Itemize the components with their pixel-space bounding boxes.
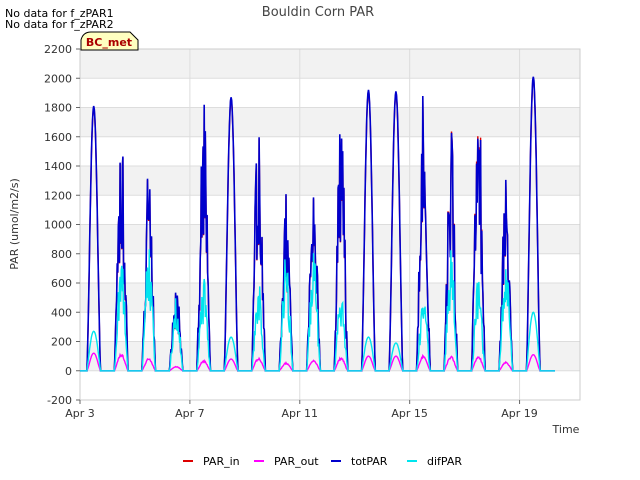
- y-tick-label: 200: [51, 336, 72, 349]
- background-band: [80, 253, 580, 283]
- background-band: [80, 166, 580, 196]
- y-tick-label: 0: [65, 365, 72, 378]
- legend-label-PAR_out: PAR_out: [274, 455, 319, 468]
- background-band: [80, 283, 580, 313]
- x-tick-label: Apr 7: [175, 407, 205, 420]
- y-tick-label: -200: [47, 394, 72, 407]
- background-band: [80, 370, 580, 400]
- x-tick-label: Apr 19: [501, 407, 538, 420]
- legend-label-totPAR: totPAR: [351, 455, 388, 468]
- site-badge: BC_met: [80, 31, 139, 51]
- y-tick-label: 1000: [44, 219, 72, 232]
- y-tick-label: 1400: [44, 160, 72, 173]
- legend-label-PAR_in: PAR_in: [203, 455, 240, 468]
- y-tick-label: 400: [51, 306, 72, 319]
- x-axis-label: Time: [552, 423, 580, 436]
- background-band: [80, 195, 580, 225]
- background-band: [80, 78, 580, 108]
- series-line-difPAR: [80, 249, 555, 372]
- y-tick-label: 600: [51, 277, 72, 290]
- no-data-note-2: No data for f_zPAR2: [5, 18, 114, 31]
- y-tick-label: 800: [51, 248, 72, 261]
- no-data-note-1: No data for f_zPAR1: [5, 7, 114, 20]
- legend: PAR_in PAR_out totPAR difPAR: [183, 455, 462, 468]
- chart-title: Bouldin Corn PAR: [262, 5, 374, 20]
- background-band: [80, 224, 580, 254]
- x-tick-label: Apr 15: [391, 407, 428, 420]
- background-band: [80, 49, 580, 79]
- x-tick-label: Apr 11: [282, 407, 319, 420]
- y-tick-label: 1800: [44, 102, 72, 115]
- y-axis-label: PAR (umol/m2/s): [8, 178, 21, 270]
- background-band: [80, 136, 580, 166]
- legend-label-difPAR: difPAR: [427, 455, 462, 468]
- x-tick-label: Apr 3: [65, 407, 95, 420]
- background-band: [80, 312, 580, 342]
- background-band: [80, 107, 580, 137]
- y-tick-label: 2000: [44, 72, 72, 85]
- y-tick-label: 1200: [44, 189, 72, 202]
- y-tick-label: 1600: [44, 131, 72, 144]
- site-badge-label: BC_met: [86, 36, 132, 49]
- y-tick-label: 2200: [44, 43, 72, 56]
- background-band: [80, 341, 580, 371]
